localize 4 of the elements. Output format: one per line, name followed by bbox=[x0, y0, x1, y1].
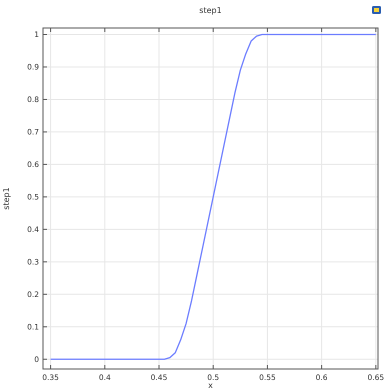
x-axis-title: x bbox=[208, 381, 214, 389]
y-axis-title: step1 bbox=[2, 187, 11, 210]
line-series bbox=[50, 34, 376, 360]
chart-title: step1 bbox=[199, 6, 222, 15]
